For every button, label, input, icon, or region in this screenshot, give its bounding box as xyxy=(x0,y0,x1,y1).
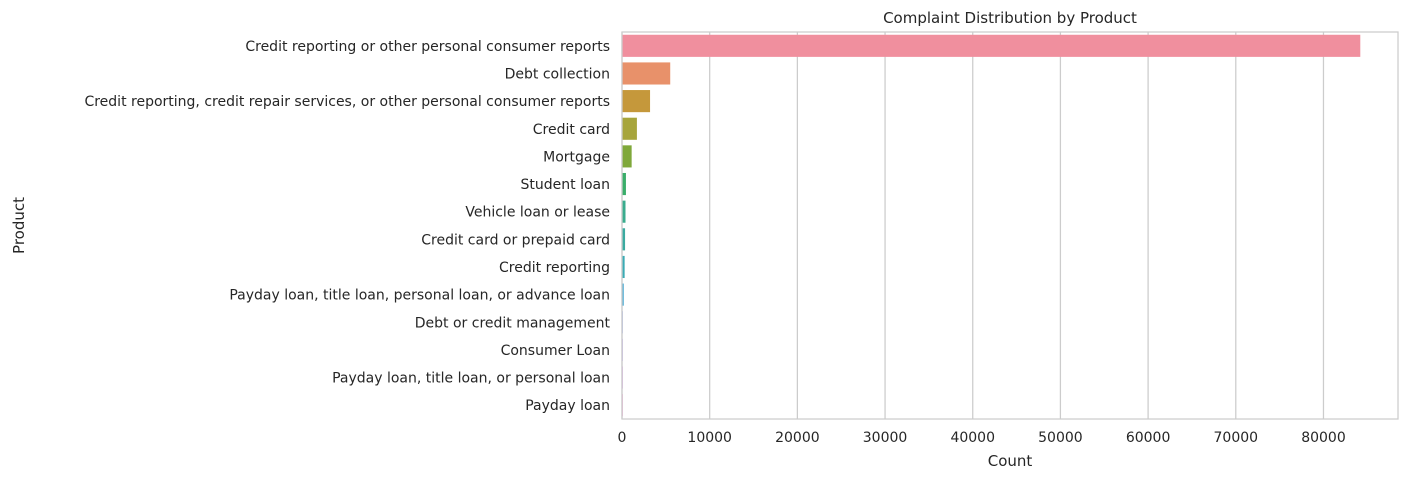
y-tick-label: Debt or credit management xyxy=(415,315,611,331)
plot-frame xyxy=(621,31,1399,420)
y-tick-label: Credit reporting, credit repair services… xyxy=(84,94,610,110)
bar xyxy=(622,117,637,140)
x-tick-label: 80000 xyxy=(1301,430,1346,446)
bar xyxy=(622,228,626,251)
x-tick-label: 30000 xyxy=(863,430,908,446)
x-tick-label: 50000 xyxy=(1038,430,1083,446)
x-tick-label: 60000 xyxy=(1126,430,1171,446)
y-tick-label: Consumer Loan xyxy=(501,343,610,359)
bar xyxy=(622,62,671,85)
y-tick-label: Credit reporting xyxy=(499,260,610,276)
y-tick-label: Student loan xyxy=(521,177,610,193)
bar xyxy=(622,283,624,306)
bar-layer xyxy=(622,34,1361,417)
x-tick-labels: 0 10000 20000 30000 40000 50000 60000 70000 8000… xyxy=(618,430,1346,446)
y-tick-label: Credit reporting or other personal consu… xyxy=(245,39,610,55)
bar xyxy=(622,200,626,223)
y-tick-label: Mortgage xyxy=(543,149,610,165)
bar xyxy=(622,90,651,113)
y-axis-label: Product xyxy=(10,197,28,254)
x-tick-label: 0 xyxy=(618,430,627,446)
y-tick-label: Payday loan, title loan, or personal loa… xyxy=(332,371,610,387)
y-tick-label: Credit card or prepaid card xyxy=(421,232,610,248)
bar xyxy=(622,255,625,279)
y-tick-label: Payday loan xyxy=(525,398,610,414)
x-axis-label: Count xyxy=(988,452,1033,470)
bar xyxy=(622,145,632,168)
x-tick-label: 40000 xyxy=(950,430,995,446)
x-tick-label: 70000 xyxy=(1214,430,1259,446)
x-tick-label: 20000 xyxy=(775,430,820,446)
bar xyxy=(622,34,1361,57)
y-tick-label: Debt collection xyxy=(505,66,610,82)
y-tick-label: Vehicle loan or lease xyxy=(465,205,610,221)
y-tick-labels: Credit reporting or other personal consu… xyxy=(84,39,610,414)
x-tick-label: 10000 xyxy=(687,430,732,446)
chart-title: Complaint Distribution by Product xyxy=(883,9,1137,27)
grid-layer xyxy=(621,32,1325,419)
y-tick-label: Credit card xyxy=(533,122,610,138)
bar xyxy=(622,172,626,196)
y-tick-label: Payday loan, title loan, personal loan, … xyxy=(229,288,610,304)
